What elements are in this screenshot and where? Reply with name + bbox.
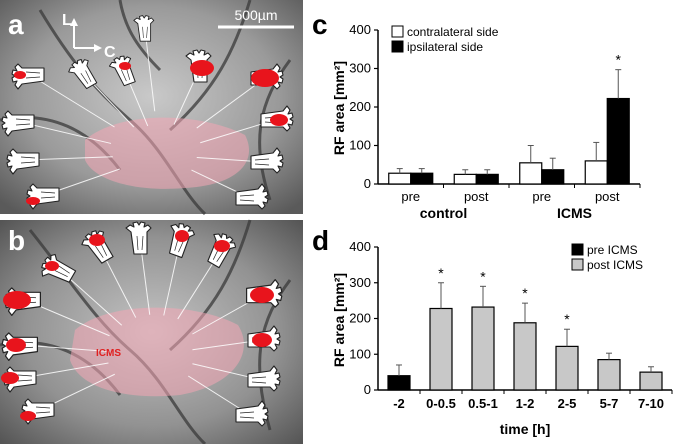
orientation-label-c: C: [104, 44, 116, 61]
orientation-arrows: [70, 18, 102, 52]
x-tick-label: post: [464, 189, 489, 204]
x-tick-label: 5-7: [600, 396, 619, 411]
receptive-field-mark: [6, 338, 26, 352]
legend-swatch: [391, 40, 404, 53]
panel-a-photo: a L C 500µm: [0, 0, 303, 216]
receptive-field-mark: [26, 197, 40, 205]
bar: [387, 375, 411, 391]
x-tick-label: post: [595, 189, 620, 204]
x-tick-label: 1-2: [516, 396, 535, 411]
significance-mark: *: [522, 285, 528, 301]
bar: [606, 97, 630, 185]
receptive-field-mark: [270, 114, 288, 126]
stimulation-area-a: [85, 117, 250, 189]
group-label: ICMS: [557, 205, 592, 221]
bar: [410, 172, 434, 185]
x-tick-label: 7-10: [638, 396, 664, 411]
receptive-field-mark: [89, 234, 105, 246]
chart-c: c RF area [mm²] * 0 100 200 300 400 pre post pr…: [312, 9, 641, 221]
bar: [597, 359, 621, 391]
receptive-field-mark: [3, 291, 31, 309]
chart-c-letter: c: [312, 9, 328, 40]
receptive-field-mark: [1, 372, 19, 384]
x-tick-label: pre: [401, 189, 420, 204]
legend-swatch: [571, 243, 584, 256]
chart-d: d RF area [mm²] time [h] * * * * 0 100 200 300…: [312, 225, 673, 437]
y-tick-label: 300: [349, 275, 371, 290]
significance-mark: *: [438, 265, 444, 281]
scale-bar-label: 500µm: [234, 7, 277, 23]
y-tick-label: 100: [349, 138, 371, 153]
receptive-field-mark: [175, 230, 189, 242]
receptive-field-mark: [20, 411, 36, 421]
legend-label: ipsilateral side: [407, 40, 483, 54]
receptive-field-mark: [119, 62, 131, 70]
y-tick-label: 400: [349, 239, 371, 254]
y-tick-label: 0: [364, 176, 371, 191]
panel-a-letter: a: [8, 9, 24, 40]
paw-icons-b: [1, 219, 283, 427]
y-tick-label: 0: [364, 382, 371, 397]
legend-label: post ICMS: [587, 258, 643, 272]
bar: [555, 345, 579, 391]
chart-d-letter: d: [312, 225, 329, 256]
receptive-field-mark: [14, 71, 26, 79]
bar: [541, 169, 565, 185]
group-label: control: [420, 205, 467, 221]
bar: [471, 306, 495, 391]
chart-d-ylabel: RF area [mm²]: [331, 273, 347, 367]
receptive-field-mark: [251, 69, 279, 87]
significance-mark: *: [480, 268, 486, 284]
x-tick-label: 0.5-1: [468, 396, 498, 411]
bar: [519, 162, 543, 185]
bar: [475, 173, 499, 185]
x-tick-label: pre: [532, 189, 551, 204]
bar: [388, 172, 412, 185]
x-tick-label: 0-0.5: [426, 396, 456, 411]
chart-c-ylabel: RF area [mm²]: [331, 61, 347, 155]
receptive-field-mark: [250, 287, 274, 303]
significance-mark: *: [616, 52, 622, 68]
bar: [453, 173, 477, 185]
panel-b-letter: b: [8, 225, 25, 256]
icms-site-label: ICMS: [96, 348, 121, 359]
y-tick-label: 400: [349, 22, 371, 37]
panel-b-photo: ICMS b: [0, 219, 303, 444]
legend-swatch: [571, 258, 584, 271]
receptive-field-mark: [214, 240, 230, 252]
legend-label: contralateral side: [407, 25, 499, 39]
y-tick-label: 200: [349, 99, 371, 114]
y-tick-label: 200: [349, 311, 371, 326]
significance-mark: *: [564, 311, 570, 327]
paw-icons-a: [1, 15, 294, 210]
bar: [584, 160, 608, 185]
y-tick-label: 300: [349, 61, 371, 76]
x-tick-label: 2-5: [558, 396, 577, 411]
receptive-field-mark: [45, 261, 59, 271]
orientation-label-l: L: [62, 12, 72, 29]
bar: [429, 307, 453, 391]
legend-label: pre ICMS: [587, 243, 638, 257]
legend-swatch: [391, 25, 404, 38]
y-tick-label: 100: [349, 346, 371, 361]
bar: [513, 322, 537, 391]
bar: [639, 371, 663, 391]
receptive-field-mark: [252, 333, 272, 347]
receptive-field-mark: [190, 60, 214, 76]
chart-d-xlabel: time [h]: [500, 421, 551, 437]
x-tick-label: -2: [393, 396, 405, 411]
